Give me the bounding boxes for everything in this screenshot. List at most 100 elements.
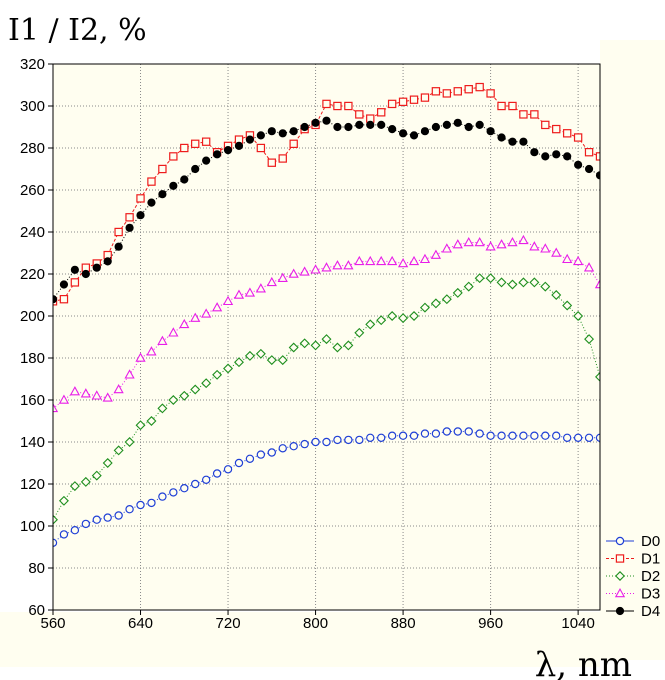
data-point-d2 xyxy=(332,342,343,353)
data-point-d3 xyxy=(507,236,518,247)
data-point-d2 xyxy=(135,420,146,431)
series-line-d2 xyxy=(53,277,600,520)
data-point-d2 xyxy=(58,495,69,506)
data-point-d4 xyxy=(366,120,375,130)
data-point-d1 xyxy=(475,82,484,92)
data-point-d3 xyxy=(441,243,452,253)
data-point-d3 xyxy=(69,386,81,396)
data-point-d4 xyxy=(223,146,233,155)
data-point-d3 xyxy=(474,236,485,247)
data-point-d3 xyxy=(146,346,157,356)
x-tick-label: 640 xyxy=(128,615,153,632)
data-point-d1 xyxy=(70,278,80,287)
data-point-d4 xyxy=(595,171,600,180)
data-point-d0 xyxy=(278,444,287,453)
data-point-d2 xyxy=(452,287,463,298)
data-point-d3 xyxy=(53,402,59,413)
data-point-d3 xyxy=(452,239,463,249)
data-point-d1 xyxy=(114,227,123,237)
data-point-d2 xyxy=(288,342,299,353)
data-point-d0 xyxy=(70,526,80,535)
data-point-d1 xyxy=(541,120,550,130)
series-d3 xyxy=(53,234,600,413)
data-point-d0 xyxy=(311,437,320,447)
data-point-d1 xyxy=(497,101,506,111)
data-point-d0 xyxy=(464,427,473,436)
data-point-d2 xyxy=(463,281,474,292)
y-tick-label: 80 xyxy=(28,560,45,577)
data-point-d2 xyxy=(419,302,430,313)
data-point-d0 xyxy=(398,431,408,440)
x-tick-label: 960 xyxy=(478,615,503,632)
data-point-d0 xyxy=(223,465,233,474)
data-point-d0 xyxy=(541,431,550,440)
data-point-d1 xyxy=(125,213,134,222)
y-tick-label: 60 xyxy=(28,602,45,619)
y-tick-label: 140 xyxy=(20,434,45,451)
bottom-panel-background xyxy=(0,612,600,667)
data-point-d3 xyxy=(376,255,387,266)
data-point-d4 xyxy=(278,129,287,138)
data-point-d2 xyxy=(343,340,354,351)
data-point-d2 xyxy=(266,355,277,366)
data-point-d3 xyxy=(179,318,190,329)
data-point-d4 xyxy=(70,265,79,274)
series-d0 xyxy=(53,427,600,547)
data-point-d1 xyxy=(431,87,441,96)
data-point-d4 xyxy=(442,120,451,130)
data-point-d1 xyxy=(453,87,462,96)
data-point-d0 xyxy=(245,454,255,463)
data-point-d4 xyxy=(552,150,561,159)
data-point-d4 xyxy=(453,118,462,127)
series-d2 xyxy=(53,273,600,525)
data-point-d2 xyxy=(562,300,573,311)
data-point-d4 xyxy=(158,190,167,199)
data-point-d4 xyxy=(136,211,145,220)
data-point-d0 xyxy=(136,500,145,510)
data-point-d4 xyxy=(388,125,397,134)
legend-label: D4 xyxy=(641,603,660,620)
data-point-d2 xyxy=(91,470,102,481)
data-point-d2 xyxy=(584,334,595,345)
data-point-d3 xyxy=(551,247,562,257)
data-point-d0 xyxy=(212,469,222,478)
data-point-d3 xyxy=(332,260,343,270)
data-point-d3 xyxy=(343,260,354,270)
data-point-d3 xyxy=(463,236,474,247)
y-tick-label: 300 xyxy=(20,98,45,115)
data-point-d0 xyxy=(322,437,331,447)
data-point-d2 xyxy=(201,378,212,389)
data-point-d4 xyxy=(584,164,594,174)
data-point-d1 xyxy=(180,143,189,153)
data-point-d4 xyxy=(519,137,528,146)
data-point-d0 xyxy=(201,475,211,484)
y-tick-label: 180 xyxy=(20,350,45,367)
data-point-d2 xyxy=(53,514,58,525)
data-point-d1 xyxy=(584,148,594,157)
data-point-d4 xyxy=(125,223,134,232)
data-point-d2 xyxy=(234,357,244,368)
data-point-d3 xyxy=(430,249,442,259)
data-point-d4 xyxy=(355,120,364,130)
data-point-d4 xyxy=(333,122,342,132)
data-point-d0 xyxy=(595,433,600,442)
y-tick-label: 220 xyxy=(20,266,45,283)
y-tick-label: 260 xyxy=(20,182,45,199)
data-point-d4 xyxy=(81,269,90,279)
data-point-d1 xyxy=(278,154,287,163)
data-point-d3 xyxy=(233,289,245,299)
data-point-d3 xyxy=(80,388,91,398)
data-point-d1 xyxy=(519,110,528,119)
data-point-d3 xyxy=(277,272,288,282)
data-point-d4 xyxy=(191,164,200,174)
data-point-d3 xyxy=(572,255,584,266)
data-point-d1 xyxy=(508,101,517,111)
data-point-d1 xyxy=(201,137,211,146)
data-point-d2 xyxy=(299,338,310,349)
data-point-d3 xyxy=(102,392,113,402)
data-point-d4 xyxy=(114,242,123,251)
data-point-d4 xyxy=(497,133,506,142)
data-point-d4 xyxy=(103,257,112,266)
data-point-d4 xyxy=(563,152,572,161)
data-point-d2 xyxy=(441,294,452,305)
